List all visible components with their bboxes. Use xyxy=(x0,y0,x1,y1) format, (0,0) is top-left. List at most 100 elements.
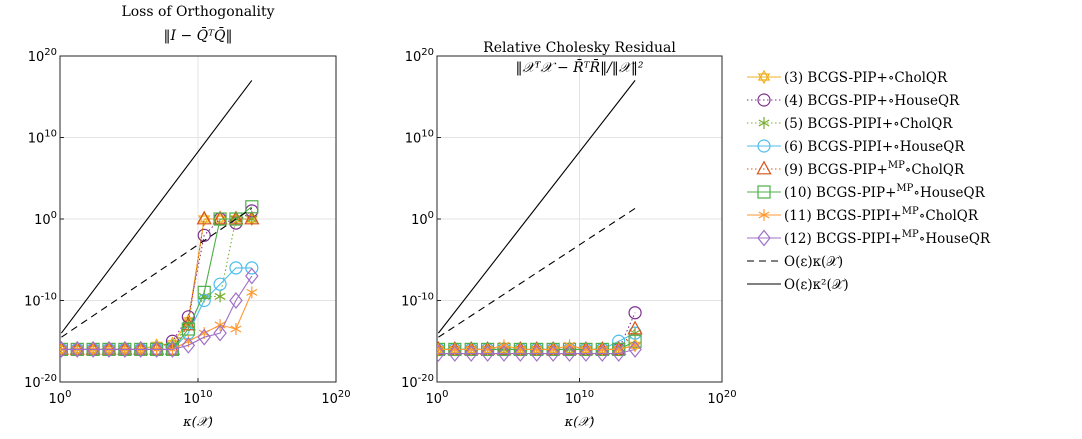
x-tick-label: 1010 xyxy=(183,389,212,407)
data-point xyxy=(197,228,211,242)
y-tick-label: 1010 xyxy=(405,129,434,147)
y-tick-label: 10-10 xyxy=(24,292,57,310)
x-tick-label: 1020 xyxy=(321,389,350,407)
y-tick-label: 1020 xyxy=(405,47,434,65)
data-point xyxy=(229,212,243,226)
data-point xyxy=(197,285,211,299)
series-10 xyxy=(60,80,253,334)
data-point xyxy=(579,345,593,362)
plot-panel-1: Loss of Orthogonality ‖I − Q̄ᵀQ̄‖ κ(𝒳) xyxy=(59,4,337,430)
data-point xyxy=(496,340,512,355)
series-9 xyxy=(438,207,636,338)
x-tick-label: 100 xyxy=(426,389,449,407)
data-point xyxy=(245,200,259,214)
series-3 xyxy=(60,213,258,356)
data-point xyxy=(181,322,195,336)
data-point xyxy=(213,215,227,227)
legend-label: O(ε)κ(𝒳) xyxy=(784,254,843,270)
data-point xyxy=(230,323,242,336)
y-tick-label: 10-10 xyxy=(401,292,434,310)
series-line xyxy=(61,207,253,338)
legend-entry: O(ε)κ(𝒳) xyxy=(747,254,843,270)
legend-marker xyxy=(758,209,770,221)
series-line xyxy=(438,207,636,338)
data-point xyxy=(213,277,227,291)
data-point xyxy=(595,345,610,362)
data-point xyxy=(181,336,196,354)
data-point xyxy=(480,345,495,362)
legend-label: (10) BCGS-PIP+MP∘HouseQR xyxy=(784,183,986,201)
legend-entry: (3) BCGS-PIP+∘CholQR xyxy=(747,69,948,86)
plot-panel-2: Relative Cholesky Residual ‖𝒳ᵀ𝒳 − R̄ᵀR̄‖/… xyxy=(436,40,723,430)
y-tick-label: 1010 xyxy=(28,129,57,147)
series-line xyxy=(437,80,636,334)
data-point xyxy=(229,292,243,309)
y-tick-label: 100 xyxy=(411,210,434,228)
data-point xyxy=(245,267,259,285)
chart-subtitle: ‖𝒳ᵀ𝒳 − R̄ᵀR̄‖/‖𝒳‖² xyxy=(516,58,644,76)
series-1 xyxy=(60,211,259,357)
data-point xyxy=(546,345,560,362)
data-point xyxy=(229,261,243,275)
data-point xyxy=(611,345,626,362)
legend-entry: (12) BCGS-PIPI+MP∘HouseQR xyxy=(747,229,991,247)
legend-label: (4) BCGS-PIP+∘HouseQR xyxy=(784,93,960,109)
legend-label: (5) BCGS-PIPI+∘CholQR xyxy=(784,116,953,132)
legend-marker xyxy=(758,117,770,129)
legend-entry: (10) BCGS-PIP+MP∘HouseQR xyxy=(747,183,986,201)
series-10 xyxy=(437,80,636,334)
series-8 xyxy=(437,340,642,362)
legend-entry: (4) BCGS-PIP+∘HouseQR xyxy=(747,93,960,109)
x-axis-label: κ(𝒳) xyxy=(182,415,213,430)
legend-marker xyxy=(757,139,771,153)
legend-marker xyxy=(757,69,771,81)
x-tick-label: 1010 xyxy=(565,389,594,407)
series-9 xyxy=(61,207,253,338)
data-point xyxy=(165,340,180,358)
data-point xyxy=(149,340,164,358)
data-point xyxy=(627,320,643,335)
data-point xyxy=(497,345,511,362)
data-point xyxy=(197,328,211,346)
legend-entry: (9) BCGS-PIP+MP∘CholQR xyxy=(747,160,965,178)
chart-title: Loss of Orthogonality xyxy=(121,4,274,20)
legend-entry: (11) BCGS-PIPI+MP∘CholQR xyxy=(747,206,979,224)
legend-marker xyxy=(757,73,771,85)
legend: (3) BCGS-PIP+∘CholQR (4) BCGS-PIP+∘HouseQ… xyxy=(747,69,991,293)
chart-subtitle: ‖I − Q̄ᵀQ̄‖ xyxy=(164,26,233,44)
legend-marker xyxy=(757,93,771,107)
data-point xyxy=(133,340,148,358)
data-point xyxy=(246,286,258,299)
data-point xyxy=(60,343,67,356)
legend-entry: O(ε)κ²(𝒳) xyxy=(747,277,849,293)
data-point xyxy=(562,345,577,362)
data-point xyxy=(561,340,578,355)
data-point xyxy=(513,345,528,362)
legend-entry: (5) BCGS-PIPI+∘CholQR xyxy=(747,116,953,132)
data-point xyxy=(213,212,227,226)
x-axis-label: κ(𝒳) xyxy=(564,415,595,430)
data-point xyxy=(228,210,244,225)
data-point xyxy=(437,345,446,362)
data-point xyxy=(464,345,478,362)
legend-marker xyxy=(757,229,771,247)
data-point xyxy=(197,293,211,308)
legend-label: (11) BCGS-PIPI+MP∘CholQR xyxy=(784,206,979,224)
legend-label: (9) BCGS-PIP+MP∘CholQR xyxy=(784,160,965,178)
data-point xyxy=(245,261,259,275)
series-8 xyxy=(60,267,259,358)
data-point xyxy=(448,345,462,362)
data-point xyxy=(197,215,211,227)
data-point xyxy=(102,340,116,358)
series-line xyxy=(60,80,253,334)
series-line xyxy=(61,275,253,350)
chart-title: Relative Cholesky Residual xyxy=(483,40,676,56)
y-tick-label: 100 xyxy=(34,210,57,228)
x-tick-label: 1020 xyxy=(707,389,736,407)
data-point xyxy=(70,340,85,358)
data-point xyxy=(212,210,228,225)
legend-label: (3) BCGS-PIP+∘CholQR xyxy=(784,70,948,86)
series-line xyxy=(438,348,636,355)
y-tick-label: 10-20 xyxy=(24,373,57,391)
